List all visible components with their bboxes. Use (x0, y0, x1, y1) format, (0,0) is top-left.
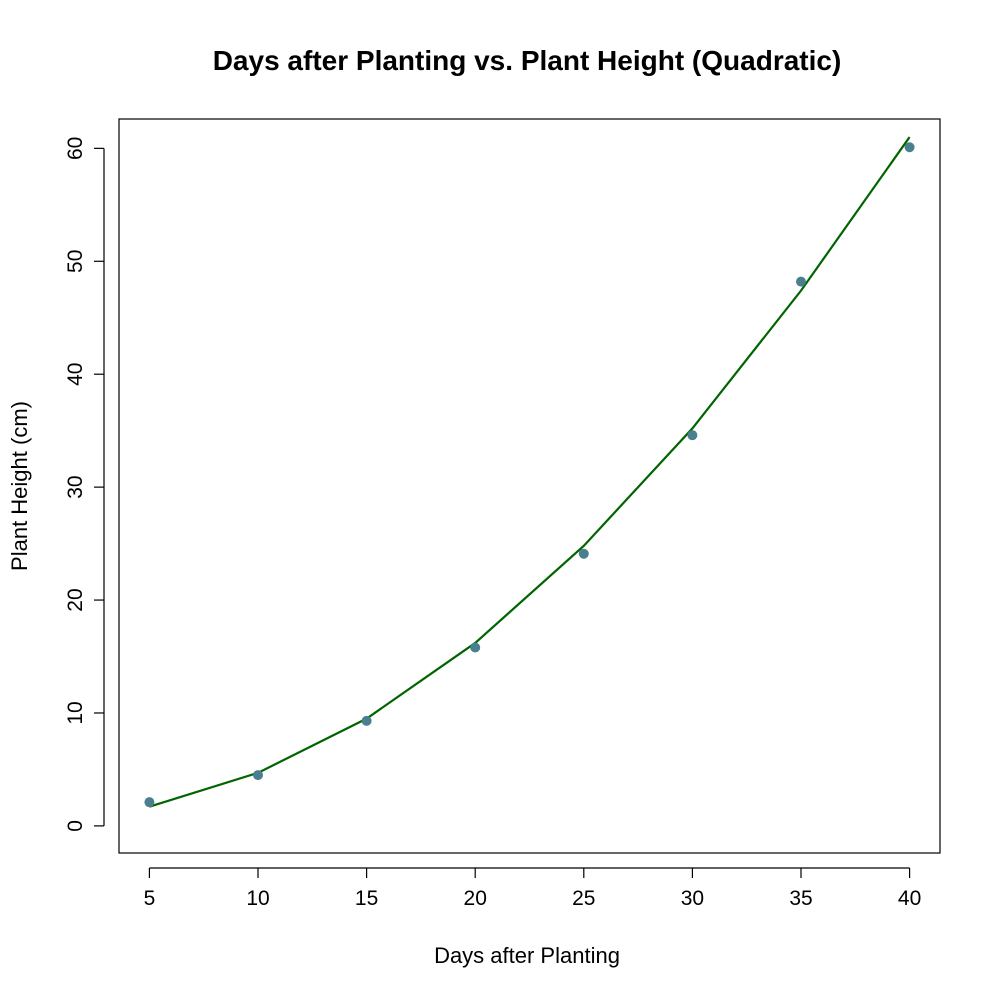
y-tick-label: 20 (64, 588, 87, 611)
data-point (795, 276, 806, 287)
x-tick-label: 20 (464, 887, 487, 910)
x-axis-label: Days after Planting (434, 943, 620, 968)
data-point (578, 548, 589, 559)
y-tick-label: 40 (64, 363, 87, 386)
y-axis-label: Plant Height (cm) (7, 401, 32, 571)
data-point (361, 715, 372, 726)
y-tick-label: 30 (64, 475, 87, 498)
y-tick-label: 60 (64, 137, 87, 160)
data-points-layer (144, 142, 915, 808)
y-axis: 0 10 20 30 40 50 60 (64, 137, 105, 832)
chart-title: Days after Planting vs. Plant Height (Qu… (213, 45, 842, 76)
x-tick-label: 10 (246, 887, 269, 910)
y-tick-label: 10 (64, 701, 87, 724)
data-point (687, 430, 698, 441)
plot-area-frame (118, 118, 941, 854)
x-tick-label: 30 (681, 887, 704, 910)
data-point (904, 142, 915, 153)
data-point (144, 797, 155, 808)
fitted-curve-layer (149, 136, 911, 808)
x-tick-label: 15 (355, 887, 378, 910)
x-tick-label: 35 (789, 887, 812, 910)
y-tick-label: 50 (64, 250, 87, 273)
fitted-curve-line (149, 136, 911, 808)
data-point (253, 770, 264, 781)
data-point (470, 642, 481, 653)
x-tick-label: 40 (898, 887, 921, 910)
x-axis: 5 10 15 20 25 30 35 40 (144, 867, 921, 910)
x-tick-label: 5 (144, 887, 156, 910)
y-tick-label: 0 (64, 820, 87, 832)
x-tick-label: 25 (572, 887, 595, 910)
